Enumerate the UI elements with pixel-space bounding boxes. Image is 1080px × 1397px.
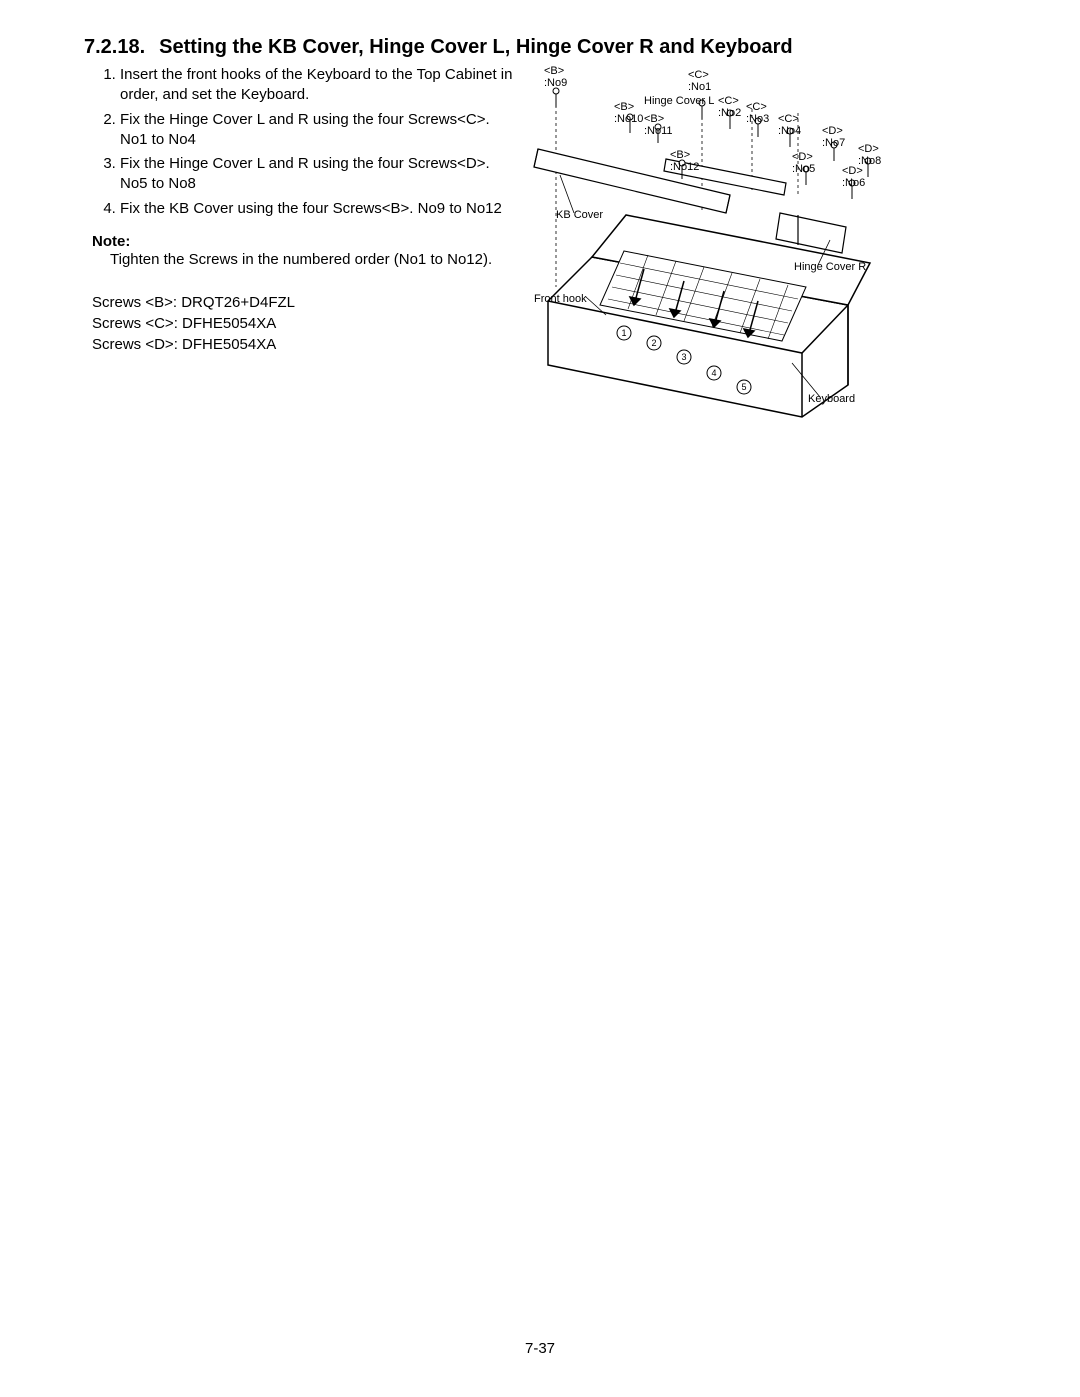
- text-column: Insert the front hooks of the Keyboard t…: [84, 65, 530, 355]
- label-b-no12: <B>:No12: [670, 149, 699, 173]
- label-d-no8: <D>:No8: [858, 143, 881, 167]
- label-keyboard: Keyboard: [808, 393, 855, 405]
- step-item: Fix the Hinge Cover L and R using the fo…: [120, 110, 520, 151]
- step-item: Fix the Hinge Cover L and R using the fo…: [120, 154, 520, 195]
- exploded-diagram: 1 2 3 4 5: [530, 65, 890, 425]
- svg-text:4: 4: [711, 368, 716, 378]
- label-b-no9: <B>:No9: [544, 65, 567, 89]
- screw-spec: Screws <D>: DFHE5054XA: [92, 334, 520, 355]
- section-heading: 7.2.18. Setting the KB Cover, Hinge Cover…: [84, 36, 996, 59]
- label-d-no6: <D>:No6: [842, 165, 865, 189]
- diagram-svg: 1 2 3 4 5: [530, 65, 890, 425]
- step-item: Insert the front hooks of the Keyboard t…: [120, 65, 520, 106]
- label-hinge-cover-l: Hinge Cover L: [644, 95, 714, 107]
- screw-spec: Screws <C>: DFHE5054XA: [92, 313, 520, 334]
- label-front-hook: Front hook: [534, 293, 587, 305]
- note-label: Note:: [92, 233, 520, 250]
- label-c-no3: <C>:No3: [746, 101, 769, 125]
- label-d-no5: <D>:No5: [792, 151, 815, 175]
- svg-text:2: 2: [651, 338, 656, 348]
- svg-text:3: 3: [681, 352, 686, 362]
- label-kb-cover: KB Cover: [556, 209, 603, 221]
- svg-text:1: 1: [621, 328, 626, 338]
- svg-text:5: 5: [741, 382, 746, 392]
- label-c-no4: <C>:No4: [778, 113, 801, 137]
- step-list: Insert the front hooks of the Keyboard t…: [84, 65, 520, 219]
- heading-title: Setting the KB Cover, Hinge Cover L, Hin…: [159, 36, 792, 58]
- label-c-no2: <C>:No2: [718, 95, 741, 119]
- label-b-no11: <B>:No11: [644, 113, 673, 137]
- label-c-no1: <C>:No1: [688, 69, 711, 93]
- two-column-layout: Insert the front hooks of the Keyboard t…: [84, 65, 996, 425]
- label-d-no7: <D>:No7: [822, 125, 845, 149]
- figure-column: 1 2 3 4 5: [530, 65, 890, 425]
- screw-spec-block: Screws <B>: DRQT26+D4FZL Screws <C>: DFH…: [92, 292, 520, 355]
- note-text: Tighten the Screws in the numbered order…: [110, 250, 520, 270]
- label-hinge-cover-r: Hinge Cover R: [794, 261, 866, 273]
- page: 7.2.18. Setting the KB Cover, Hinge Cover…: [0, 0, 1080, 425]
- label-b-no10: <B>:No10: [614, 101, 643, 125]
- screw-spec: Screws <B>: DRQT26+D4FZL: [92, 292, 520, 313]
- step-item: Fix the KB Cover using the four Screws<B…: [120, 199, 520, 219]
- heading-number: 7.2.18.: [84, 36, 145, 58]
- page-number: 7-37: [0, 1340, 1080, 1357]
